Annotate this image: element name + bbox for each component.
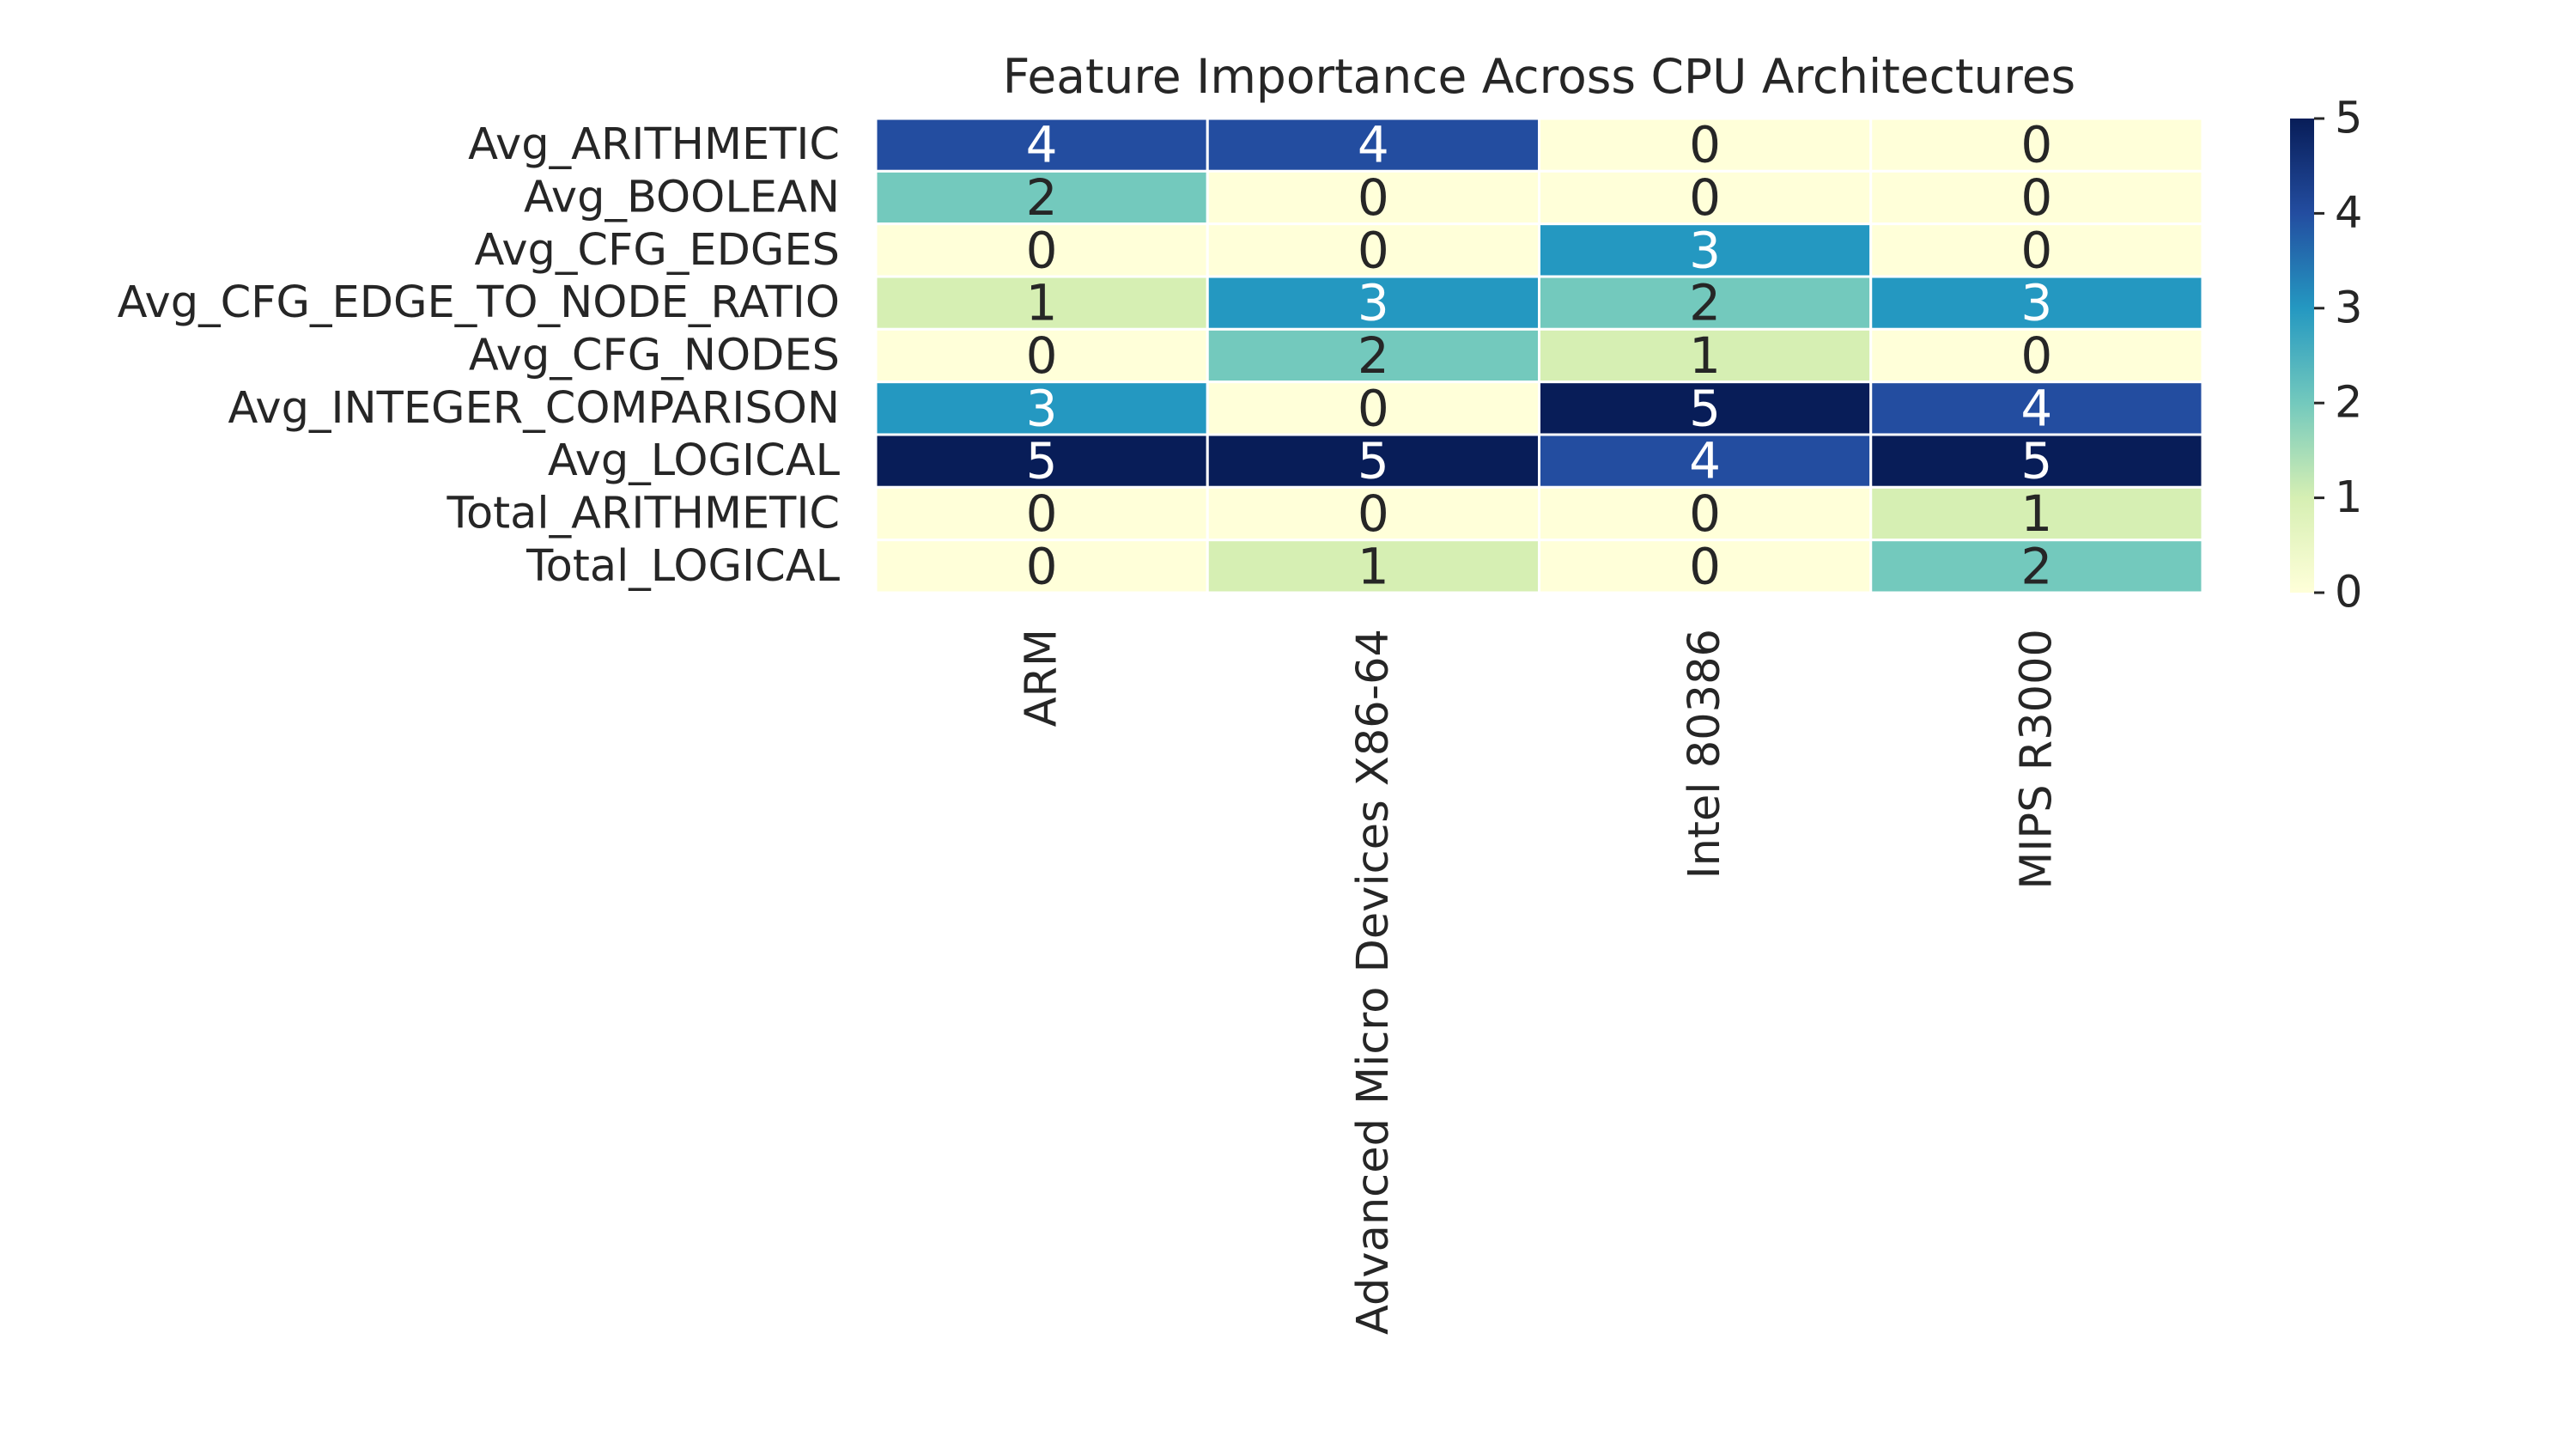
heatmap-cell xyxy=(1869,169,2204,226)
colorbar: 0 1 2 3 4 5 xyxy=(2290,94,2362,618)
cell-value-label: 2 xyxy=(1358,326,1389,385)
cell-value-label: 5 xyxy=(1689,379,1721,437)
colorbar-gradient xyxy=(2290,119,2314,593)
cell-value-label: 3 xyxy=(1358,274,1389,332)
heatmap-cell xyxy=(1206,222,1540,278)
cell-value-label: 0 xyxy=(1358,379,1389,437)
cell-value-label: 1 xyxy=(1358,537,1389,595)
cell-value-label: 3 xyxy=(1026,379,1058,437)
cell-value-label: 5 xyxy=(2020,432,2052,490)
heatmap-cell xyxy=(1538,327,1873,384)
y-tick-label: Avg_CFG_EDGE_TO_NODE_RATIO xyxy=(118,277,840,328)
x-tick-label: ARM xyxy=(1017,629,1067,727)
cell-value-label: 0 xyxy=(1689,537,1721,595)
cell-value-label: 0 xyxy=(1689,484,1721,543)
heatmap-cell xyxy=(874,327,1209,384)
cell-value-label: 0 xyxy=(1026,484,1058,543)
heatmap-cell xyxy=(1206,275,1540,331)
chart-title: Feature Importance Across CPU Architectu… xyxy=(1003,49,2075,104)
y-tick-label: Avg_CFG_NODES xyxy=(469,331,840,381)
cell-value-label: 5 xyxy=(1358,432,1389,490)
colorbar-tick-label: 1 xyxy=(2335,472,2362,523)
heatmap-cell xyxy=(1869,327,2204,384)
heatmap-cell xyxy=(1869,222,2204,278)
cell-value-label: 4 xyxy=(1689,432,1721,490)
cell-value-label: 1 xyxy=(1026,274,1058,332)
heatmap-cell xyxy=(874,381,1209,436)
colorbar-tick-label: 0 xyxy=(2335,568,2362,618)
heatmap-cell xyxy=(1538,381,1873,436)
heatmap-cell xyxy=(1869,539,2204,594)
heatmap-cells: 4 4 0 02 0 0 00 0 3 01 3 2 30 2 1 03 0 5 45 5 4 50 0 0 10 1 0 2 xyxy=(874,116,2204,595)
heatmap-cell xyxy=(1869,117,2204,173)
cell-value-label: 0 xyxy=(2020,221,2052,279)
x-tick-label: Advanced Micro Devices X86-64 xyxy=(1348,629,1399,1335)
heatmap-cell xyxy=(1869,275,2204,331)
cell-value-label: 0 xyxy=(2020,168,2052,227)
cell-value-label: 0 xyxy=(1358,221,1389,279)
cell-value-label: 0 xyxy=(1689,116,1721,174)
cell-value-label: 0 xyxy=(1026,326,1058,385)
heatmap-cell xyxy=(1206,327,1540,384)
y-tick-label: Avg_BOOLEAN xyxy=(524,173,840,223)
heatmap-cell xyxy=(1206,539,1540,594)
cell-value-label: 1 xyxy=(2020,484,2052,543)
cell-value-label: 2 xyxy=(1689,274,1721,332)
heatmap-cell xyxy=(874,117,1209,173)
heatmap-cell xyxy=(874,485,1209,542)
heatmap-cell xyxy=(1869,381,2204,436)
cell-value-label: 4 xyxy=(1026,116,1058,174)
cell-value-label: 3 xyxy=(2020,274,2052,332)
y-tick-label: Avg_LOGICAL xyxy=(548,435,841,486)
cell-value-label: 0 xyxy=(1689,168,1721,227)
y-tick-label: Avg_ARITHMETIC xyxy=(468,119,840,170)
x-tick-label: Intel 80386 xyxy=(1680,629,1730,879)
cell-value-label: 0 xyxy=(2020,116,2052,174)
cell-value-label: 2 xyxy=(2020,537,2052,595)
cell-value-label: 0 xyxy=(2020,326,2052,385)
cell-value-label: 4 xyxy=(1358,116,1389,174)
y-axis-tick-labels: Avg_ARITHMETICAvg_BOOLEANAvg_CFG_EDGESAv… xyxy=(118,119,841,592)
x-tick-label: MIPS R3000 xyxy=(2011,629,2062,890)
colorbar-tick-label: 4 xyxy=(2335,188,2362,239)
cell-value-label: 4 xyxy=(2020,379,2052,437)
cell-value-label: 0 xyxy=(1026,537,1058,595)
cell-value-label: 5 xyxy=(1026,432,1058,490)
heatmap-cell xyxy=(1206,381,1540,436)
heatmap-cell xyxy=(1538,433,1873,489)
heatmap-cell xyxy=(1206,169,1540,226)
y-tick-label: Total_LOGICAL xyxy=(526,541,840,592)
colorbar-tick-label: 5 xyxy=(2335,94,2362,144)
colorbar-tick-label: 3 xyxy=(2335,283,2362,333)
cell-value-label: 1 xyxy=(1689,326,1721,385)
heatmap-cell xyxy=(1206,117,1540,173)
cell-value-label: 0 xyxy=(1358,168,1389,227)
cell-value-label: 0 xyxy=(1026,221,1058,279)
cell-value-label: 3 xyxy=(1689,221,1721,279)
heatmap-cell xyxy=(1869,433,2204,489)
cell-value-label: 0 xyxy=(1358,484,1389,543)
y-tick-label: Total_ARITHMETIC xyxy=(446,489,840,539)
cell-value-label: 2 xyxy=(1026,168,1058,227)
y-tick-label: Avg_CFG_EDGES xyxy=(474,225,840,276)
colorbar-tick-label: 2 xyxy=(2335,378,2362,429)
heatmap-cell xyxy=(1538,539,1873,594)
y-tick-label: Avg_INTEGER_COMPARISON xyxy=(228,383,840,434)
x-axis-tick-labels: ARM Advanced Micro Devices X86-64 Intel 80… xyxy=(1017,629,2063,1335)
heatmap-cell xyxy=(1538,485,1873,542)
